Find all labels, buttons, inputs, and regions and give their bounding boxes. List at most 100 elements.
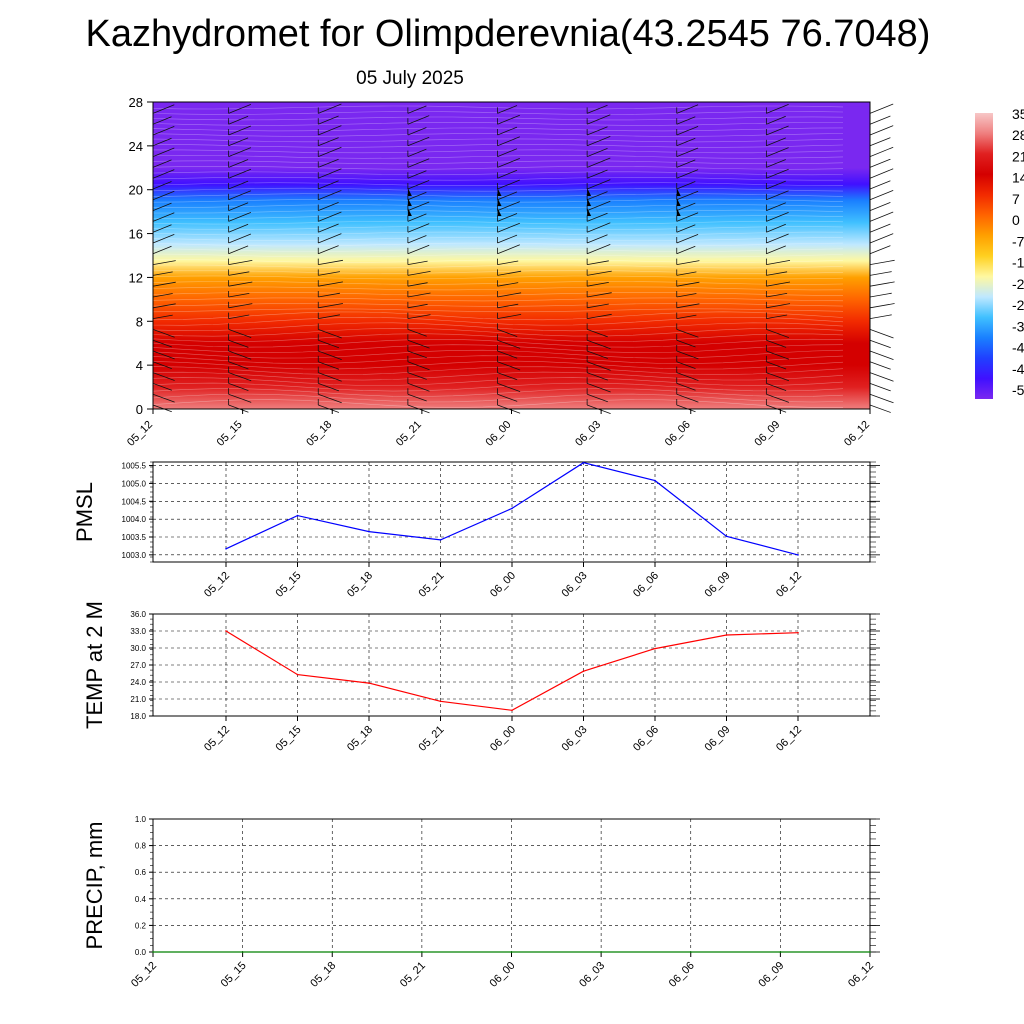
wind-barb xyxy=(407,105,427,114)
wind-barb xyxy=(228,212,252,222)
colorbar-label: -4 xyxy=(1012,361,1024,377)
wind-barb xyxy=(676,181,696,190)
data-point xyxy=(725,634,728,636)
y-tick-label: 12 xyxy=(129,270,143,285)
wind-barb xyxy=(766,147,789,157)
wind-barb xyxy=(869,211,894,222)
contour-line xyxy=(152,176,843,181)
wind-barb xyxy=(152,181,172,190)
x-tick-label: 06_03 xyxy=(577,960,607,990)
wind-barb xyxy=(497,201,520,211)
wind-barb xyxy=(407,393,427,402)
wind-barb xyxy=(407,191,427,201)
data-point xyxy=(797,631,799,634)
x-tick-label: 06_00 xyxy=(488,724,518,754)
wind-barb xyxy=(318,259,343,265)
contour-line xyxy=(152,220,844,225)
wind-barb xyxy=(228,245,249,255)
contour-line xyxy=(152,193,844,198)
wind-barb xyxy=(676,202,696,211)
wind-barb xyxy=(869,190,894,201)
data-point xyxy=(690,951,692,953)
wind-barb xyxy=(676,245,696,255)
colorbar-label: 35 xyxy=(1012,106,1024,122)
wind-barb xyxy=(676,271,697,276)
wind-barb xyxy=(586,339,611,350)
wind-barb xyxy=(497,148,518,157)
data-point xyxy=(421,951,423,953)
x-tick-label: 06_03 xyxy=(560,724,590,754)
wind-barb xyxy=(228,202,249,211)
wind-barb xyxy=(407,223,430,233)
wind-barb xyxy=(676,234,699,244)
wind-barb xyxy=(152,404,172,413)
wind-barb xyxy=(766,303,791,309)
temperature-field xyxy=(153,102,870,409)
y-tick-label: 33.0 xyxy=(130,627,146,636)
wind-barb xyxy=(676,169,699,179)
y-tick-label: 1003.5 xyxy=(122,533,147,542)
wind-barb xyxy=(676,104,699,114)
wind-barb xyxy=(676,314,697,319)
wind-barb xyxy=(407,372,427,380)
contour-line xyxy=(152,111,844,115)
wind-barb xyxy=(152,329,175,338)
wind-barb xyxy=(407,158,430,168)
contour-line xyxy=(152,366,844,375)
x-tick-label: 05_18 xyxy=(345,724,375,754)
wind-barb xyxy=(228,115,249,125)
wind-barb xyxy=(766,180,786,190)
wind-barb xyxy=(497,282,519,287)
contour-line xyxy=(152,187,844,192)
contour-line xyxy=(152,286,844,291)
wind-barb xyxy=(152,383,172,391)
contour-line xyxy=(152,275,844,280)
plot-frame xyxy=(152,613,871,717)
x-tick-label: 06_12 xyxy=(774,724,804,754)
wind-barb xyxy=(869,314,892,319)
wind-barb xyxy=(869,202,891,211)
contour-line xyxy=(152,264,844,269)
wind-barb xyxy=(228,281,253,287)
x-tick-label: 05_12 xyxy=(129,960,159,990)
x-tick-label: 06_12 xyxy=(774,570,804,600)
wind-barb xyxy=(497,339,521,349)
wind-barb xyxy=(766,125,789,136)
wind-barb xyxy=(586,393,608,403)
colorbar-label: -2 xyxy=(1012,297,1024,313)
wind-barb xyxy=(497,169,518,179)
wind-barb xyxy=(497,393,518,402)
wind-barb xyxy=(152,350,175,360)
contour-line xyxy=(152,349,844,359)
contour-line xyxy=(152,122,843,126)
wind-barb xyxy=(586,372,608,381)
wind-barb xyxy=(676,190,699,201)
x-tick-label: 05_15 xyxy=(274,724,304,754)
colorbar-label: -1 xyxy=(1012,255,1024,271)
wind-barb xyxy=(318,372,342,382)
wind-barb xyxy=(152,314,173,319)
data-point xyxy=(225,548,227,550)
wind-barb xyxy=(318,281,343,287)
data-point xyxy=(869,951,871,953)
wind-barb xyxy=(152,202,172,211)
wind-barb xyxy=(228,180,249,190)
wind-barb xyxy=(676,159,696,168)
data-point xyxy=(510,951,513,953)
wind-barb xyxy=(318,361,340,370)
contour-line xyxy=(152,327,844,337)
wind-barb xyxy=(497,361,521,371)
wind-barb xyxy=(766,271,788,276)
data-point xyxy=(296,514,299,517)
wind-barb xyxy=(497,260,519,265)
wind-barb xyxy=(228,361,249,370)
x-tick-label: 06_00 xyxy=(484,419,514,449)
wind-barb xyxy=(152,372,175,381)
colorbar-label: -2 xyxy=(1012,276,1024,292)
wind-barb xyxy=(869,393,894,404)
wind-barb xyxy=(407,383,430,392)
wind-barb xyxy=(152,393,175,403)
y-axis-label: PMSL xyxy=(72,482,97,542)
colorbar xyxy=(975,113,993,399)
colorbar-label: 21 xyxy=(1012,148,1024,164)
